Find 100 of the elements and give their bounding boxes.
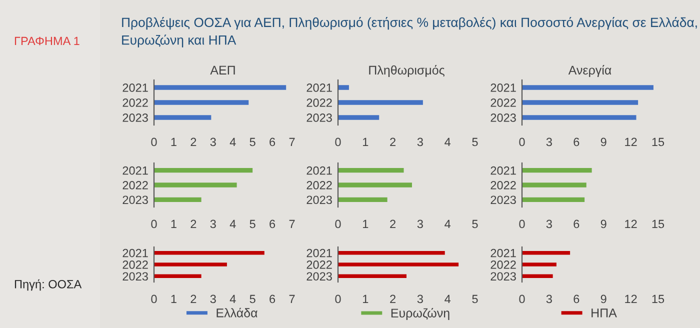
y-tick-label: 2022 — [490, 98, 516, 107]
x-tick-label: 6 — [270, 294, 276, 304]
y-tick-label: 2023 — [122, 114, 148, 122]
bar — [338, 197, 388, 202]
y-tick-label: 2022 — [122, 98, 148, 107]
bar — [522, 85, 654, 90]
x-tick-label: 1 — [171, 220, 176, 228]
x-tick-label: 2 — [190, 294, 196, 304]
x-tick-label: 4 — [230, 294, 236, 304]
y-tick-label: 2022 — [490, 260, 516, 269]
x-tick-label: 3 — [417, 294, 423, 304]
text: ΓΡΑΦΗΜΑ 1 — [14, 36, 80, 46]
y-tick-label: 2021 — [490, 84, 516, 92]
x-tick-label: 0 — [519, 220, 525, 228]
y-tick-label: 2021 — [306, 166, 332, 175]
x-tick-label: 9 — [600, 220, 606, 228]
x-tick-label: 7 — [289, 220, 295, 228]
x-tick-label: 7 — [289, 294, 295, 304]
bar — [522, 250, 570, 255]
x-tick-label: 6 — [270, 220, 276, 228]
x-tick-label: 0 — [519, 294, 525, 304]
x-tick-label: 15 — [652, 138, 664, 146]
x-tick-label: 0 — [335, 294, 341, 304]
y-tick-label: 2021 — [306, 84, 332, 92]
text: Πηγή: ΟΟΣΑ — [14, 279, 82, 291]
y-tick-label: 2022 — [306, 98, 332, 107]
legend-label: Ελλάδα — [216, 308, 258, 318]
x-tick-label: 5 — [250, 220, 256, 228]
x-tick-label: 0 — [151, 294, 157, 304]
x-tick-label: 6 — [270, 138, 276, 146]
x-tick-label: 1 — [171, 138, 176, 146]
x-tick-label: 12 — [625, 220, 637, 228]
bar — [338, 85, 349, 90]
x-tick-label: 2 — [190, 220, 196, 228]
y-tick-label: 2023 — [306, 114, 332, 122]
x-tick-label: 15 — [652, 294, 664, 304]
x-tick-label: 3 — [546, 138, 552, 146]
x-tick-label: 4 — [230, 220, 236, 228]
y-tick-label: 2021 — [122, 248, 148, 258]
y-tick-label: 2021 — [490, 166, 516, 175]
chart-title: Ανεργία — [568, 65, 612, 78]
bar — [338, 115, 380, 120]
bar — [522, 197, 585, 202]
x-tick-label: 5 — [250, 138, 256, 146]
x-tick-label: 3 — [210, 138, 216, 146]
legend-label: ΗΠΑ — [592, 308, 617, 318]
y-tick-label: 2023 — [122, 272, 148, 281]
x-tick-label: 3 — [417, 138, 423, 146]
y-tick-label: 2022 — [306, 260, 332, 269]
x-tick-label: 1 — [363, 294, 368, 304]
bar — [154, 100, 249, 105]
x-tick-label: 15 — [652, 220, 664, 228]
x-tick-label: 5 — [472, 294, 478, 304]
x-tick-label: 3 — [417, 220, 423, 228]
x-tick-label: 4 — [444, 294, 451, 304]
bar — [338, 262, 459, 266]
x-tick-label: 5 — [250, 294, 256, 304]
x-tick-label: 0 — [335, 220, 341, 228]
text: Προβλέψεις ΟΟΣΑ για ΑΕΠ, Πληθωρισμό (ετήσιες % μεταβολές) και Ποσοστό Ανεργίας σε Ελλάδα, Ευρωζώνη και ΗΠΑ — [122, 17, 697, 48]
x-tick-label: 9 — [600, 294, 606, 304]
x-tick-label: 2 — [390, 138, 396, 146]
x-tick-label: 0 — [151, 220, 157, 228]
bar — [338, 168, 404, 173]
bar — [154, 250, 264, 255]
x-tick-label: 3 — [210, 220, 216, 228]
bar — [154, 168, 253, 173]
y-tick-label: 2023 — [490, 114, 516, 122]
legend-label: Ευρωζώνη — [391, 308, 450, 320]
x-tick-label: 2 — [390, 220, 396, 228]
bar — [522, 100, 638, 105]
y-tick-label: 2022 — [490, 181, 516, 190]
bar — [154, 262, 227, 266]
bar — [522, 168, 592, 173]
x-tick-label: 6 — [574, 294, 580, 304]
x-tick-label: 6 — [574, 138, 580, 146]
bar — [154, 182, 237, 188]
y-tick-label: 2023 — [490, 272, 516, 281]
bar — [522, 274, 553, 278]
y-tick-label: 2021 — [122, 84, 148, 92]
chart-title: Πληθωρισμός — [369, 65, 444, 78]
x-tick-label: 7 — [289, 138, 295, 146]
bar — [154, 115, 212, 120]
bar — [154, 274, 202, 278]
y-tick-label: 2023 — [306, 196, 332, 204]
x-tick-label: 9 — [600, 138, 606, 146]
x-tick-label: 0 — [151, 138, 157, 146]
x-tick-label: 2 — [390, 294, 396, 304]
y-tick-label: 2023 — [490, 196, 516, 204]
x-tick-label: 5 — [472, 220, 478, 228]
x-tick-label: 0 — [519, 138, 525, 146]
x-tick-label: 12 — [625, 138, 637, 146]
bar — [522, 115, 636, 120]
y-tick-label: 2021 — [122, 166, 148, 175]
y-tick-label: 2022 — [122, 181, 148, 190]
y-tick-label: 2021 — [490, 248, 516, 258]
x-tick-label: 4 — [444, 220, 451, 228]
x-tick-label: 3 — [210, 294, 216, 304]
x-tick-label: 1 — [171, 294, 176, 304]
x-tick-label: 6 — [574, 220, 580, 228]
y-tick-label: 2022 — [306, 181, 332, 190]
